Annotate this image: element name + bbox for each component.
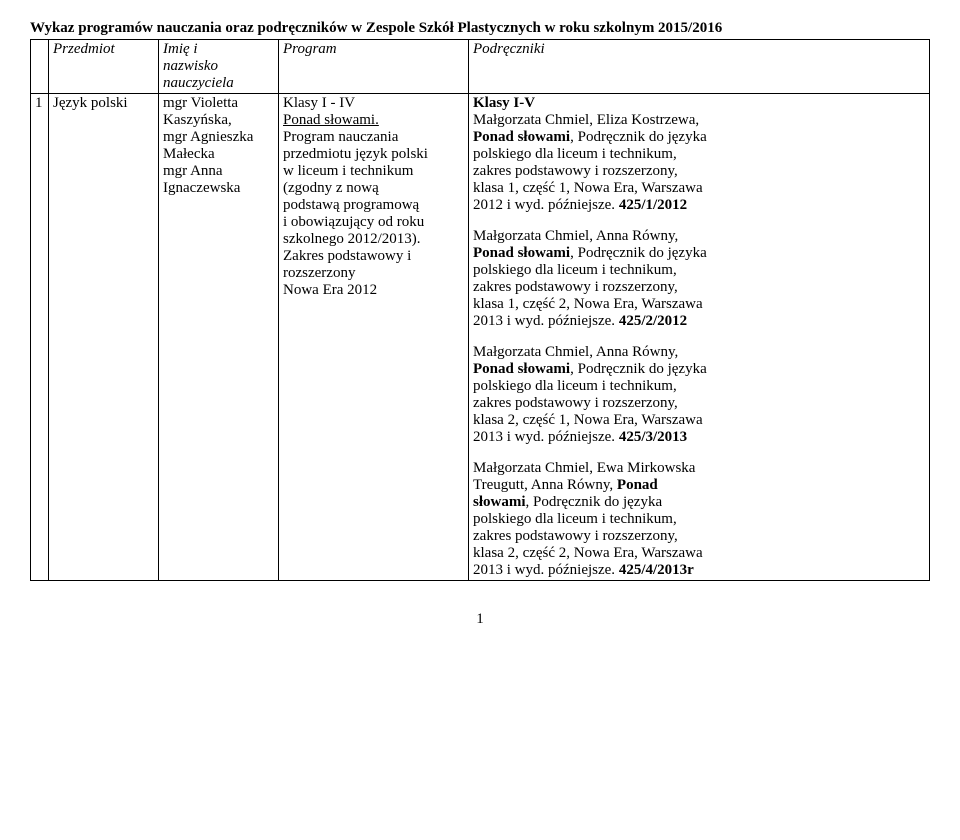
main-table: Przedmiot Imię i nazwisko nauczyciela Pr… [30, 39, 930, 581]
table-row: 1 Język polski mgr Violetta Kaszyńska, m… [31, 94, 930, 581]
row-program: Klasy I - IV Ponad słowami. Program nauc… [279, 94, 469, 581]
header-row: Przedmiot Imię i nazwisko nauczyciela Pr… [31, 40, 930, 94]
row-subject: Język polski [49, 94, 159, 581]
hdr-subject: Przedmiot [49, 40, 159, 94]
hdr-books: Podręczniki [469, 40, 930, 94]
page-title: Wykaz programów nauczania oraz podręczni… [30, 20, 930, 37]
book-3: Małgorzata Chmiel, Anna Równy, Ponad sło… [473, 344, 925, 446]
hdr-teacher: Imię i nazwisko nauczyciela [159, 40, 279, 94]
book-2: Małgorzata Chmiel, Anna Równy, Ponad sło… [473, 228, 925, 330]
hdr-program: Program [279, 40, 469, 94]
row-books: Klasy I-V Małgorzata Chmiel, Eliza Kostr… [469, 94, 930, 581]
row-num: 1 [31, 94, 49, 581]
page-number: 1 [30, 611, 930, 628]
book-1: Klasy I-V Małgorzata Chmiel, Eliza Kostr… [473, 95, 925, 214]
row-teachers: mgr Violetta Kaszyńska, mgr Agnieszka Ma… [159, 94, 279, 581]
book-4: Małgorzata Chmiel, Ewa Mirkowska Treugut… [473, 460, 925, 579]
